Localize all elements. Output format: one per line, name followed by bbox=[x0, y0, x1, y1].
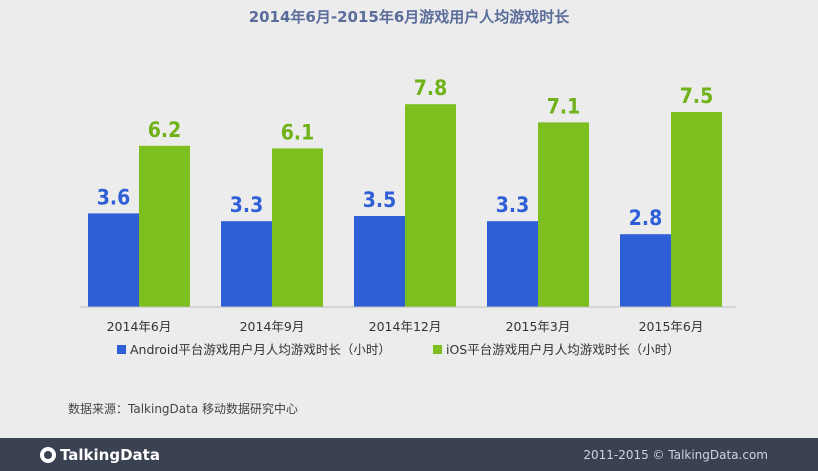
data-label-ios-1: 6.1 bbox=[281, 120, 314, 144]
bar-ios-2 bbox=[405, 104, 456, 307]
bar-android-0 bbox=[88, 213, 139, 307]
talkingdata-logo: TalkingData bbox=[40, 446, 160, 464]
data-label-ios-4: 7.5 bbox=[680, 84, 713, 108]
bar-chart: 2014年6月-2015年6月游戏用户人均游戏时长 3.66.23.36.13.… bbox=[68, 8, 736, 416]
bar-android-3 bbox=[487, 221, 538, 307]
bar-ios-3 bbox=[538, 122, 589, 308]
chart-title: 2014年6月-2015年6月游戏用户人均游戏时长 bbox=[249, 8, 571, 26]
x-axis-ticks: 2014年6月 2014年9月 2014年12月 2015年3月 2015年6月 bbox=[107, 319, 704, 334]
legend-label-android: Android平台游戏用户月人均游戏时长（小时） bbox=[130, 342, 391, 357]
x-tick-label: 2014年12月 bbox=[369, 319, 442, 334]
bar-ios-0 bbox=[139, 145, 190, 307]
data-label-android-1: 3.3 bbox=[230, 193, 263, 217]
legend-swatch-ios bbox=[433, 345, 442, 354]
logo-text: TalkingData bbox=[60, 446, 160, 464]
data-label-android-3: 3.3 bbox=[496, 193, 529, 217]
data-label-android-0: 3.6 bbox=[97, 185, 130, 209]
bar-ios-1 bbox=[272, 148, 323, 307]
bar-android-2 bbox=[354, 216, 405, 307]
bar-android-4 bbox=[620, 234, 671, 307]
x-tick-label: 2014年9月 bbox=[240, 319, 305, 334]
x-tick-label: 2015年3月 bbox=[506, 319, 571, 334]
data-label-ios-0: 6.2 bbox=[148, 118, 181, 142]
x-tick-label: 2015年6月 bbox=[639, 319, 704, 334]
data-label-ios-3: 7.1 bbox=[547, 94, 580, 118]
legend-swatch-android bbox=[117, 345, 126, 354]
legend: Android平台游戏用户月人均游戏时长（小时） iOS平台游戏用户月人均游戏时长… bbox=[117, 342, 680, 357]
bar-ios-4 bbox=[671, 112, 722, 307]
data-label-android-2: 3.5 bbox=[363, 188, 396, 212]
x-tick-label: 2014年6月 bbox=[107, 319, 172, 334]
footer-bar: TalkingData 2011-2015 © TalkingData.com bbox=[0, 438, 818, 471]
data-label-android-4: 2.8 bbox=[629, 206, 662, 230]
copyright-text: 2011-2015 © TalkingData.com bbox=[583, 448, 768, 462]
data-label-ios-2: 7.8 bbox=[414, 76, 447, 100]
logo-mark-icon bbox=[40, 447, 56, 463]
bars-group: 3.6 6.2 3.3 6.1 3.5 7.8 3.3 7.1 2.8 7.5 bbox=[88, 76, 722, 308]
source-note: 数据来源：TalkingData 移动数据研究中心 bbox=[68, 401, 298, 416]
bar-android-1 bbox=[221, 221, 272, 307]
legend-label-ios: iOS平台游戏用户月人均游戏时长（小时） bbox=[446, 342, 680, 357]
